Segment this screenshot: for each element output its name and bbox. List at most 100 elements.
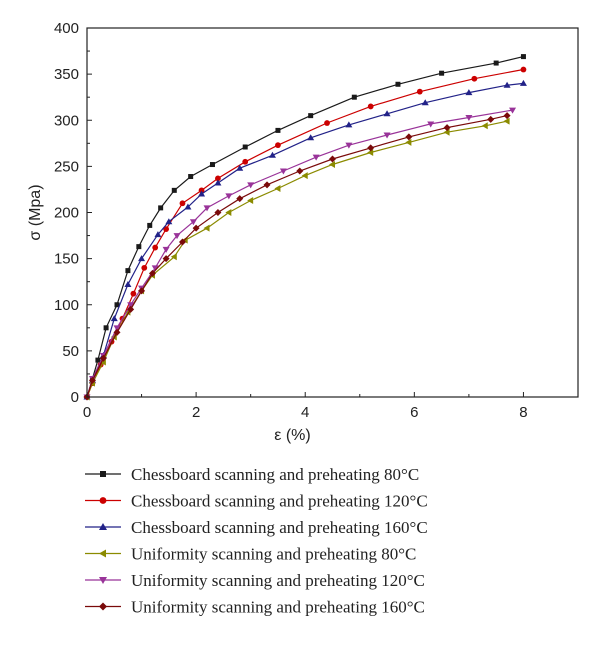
data-point [215,175,221,182]
x-tick-label: 4 [301,404,309,421]
x-tick-label: 2 [192,404,200,421]
y-tick-label: 0 [71,389,79,406]
y-tick-label: 150 [54,251,79,268]
data-point [247,182,255,189]
data-point [189,219,197,226]
data-point [503,112,511,120]
data-point [136,244,142,250]
data-point [147,222,153,228]
data-point [465,114,473,121]
data-point [443,124,451,132]
data-point [520,54,526,60]
data-point [192,224,200,232]
data-point [279,168,287,175]
series-4 [83,117,510,401]
data-point [125,268,131,274]
data-point [345,142,353,149]
series-2 [84,66,527,400]
data-point [308,113,314,119]
legend-item: Uniformity scanning and preheating 120°C [85,571,425,590]
data-point [367,103,374,110]
legend-label: Chessboard scanning and preheating 160°C [131,518,428,537]
data-point [236,195,244,203]
data-point [100,471,106,477]
series-5 [83,107,517,401]
legend-label: Uniformity scanning and preheating 80°C [131,545,416,564]
data-point [124,280,132,287]
data-point [329,155,336,163]
legend-label: Chessboard scanning and preheating 80°C [131,465,419,484]
data-point [275,127,281,133]
data-point [173,233,181,240]
data-point [162,246,170,253]
data-point [520,66,527,73]
data-point [113,328,121,336]
data-point [383,110,391,117]
data-point [324,120,330,126]
data-point [151,265,159,272]
data-point [481,122,488,130]
y-tick-label: 200 [54,205,79,222]
data-point [95,357,101,363]
data-point [443,128,450,136]
data-point [268,151,276,158]
series-line [86,82,524,398]
axes: 0 2 4 6 8 0 50 100 150 200 250 300 350 400 ε (%) σ (Mpa… [27,20,579,444]
data-point [416,88,423,95]
data-point [103,325,109,331]
series-1 [84,54,526,400]
data-point [163,226,170,233]
series-3 [83,79,527,400]
data-point [99,577,107,584]
data-point [171,187,177,193]
data-point [275,142,281,149]
series-6 [83,112,511,401]
data-point [214,179,222,186]
data-point [247,197,254,205]
data-point [170,253,177,261]
data-point [351,94,357,100]
data-point [99,354,107,362]
data-point [225,193,233,200]
data-point [214,209,222,216]
data-point [203,205,211,212]
data-point [179,200,186,207]
data-point [345,121,353,128]
data-point [471,75,478,82]
data-point [99,523,107,530]
data-point [130,290,137,297]
data-point [519,79,527,86]
data-point [301,172,308,180]
data-point [465,89,473,96]
data-point [188,174,194,180]
legend-label: Chessboard scanning and preheating 120°C [131,492,428,511]
data-point [113,325,121,332]
data-point [138,287,146,295]
series-line [86,120,508,398]
data-point [236,164,244,171]
data-point [158,205,164,211]
data-point [141,264,148,271]
data-point [427,121,435,128]
x-tick-label: 0 [83,404,91,421]
x-tick-label: 6 [410,404,418,421]
legend-item: Chessboard scanning and preheating 80°C [85,465,419,484]
y-tick-label: 250 [54,158,79,175]
data-point [367,149,374,157]
x-axis-label: ε (%) [274,427,310,444]
data-point [88,376,96,384]
data-point [509,107,517,114]
y-axis-label: σ (Mpa) [27,184,44,240]
data-point [165,218,173,225]
data-point [99,602,107,611]
data-point [203,224,210,232]
data-point [487,115,495,123]
data-point [367,144,375,152]
data-point [503,117,510,125]
x-tick-label: 8 [519,404,527,421]
data-point [138,255,146,262]
data-point [439,70,445,76]
data-point [242,144,248,150]
legend-item: Chessboard scanning and preheating 120°C [85,492,428,511]
legend-label: Uniformity scanning and preheating 160°C [131,598,425,617]
